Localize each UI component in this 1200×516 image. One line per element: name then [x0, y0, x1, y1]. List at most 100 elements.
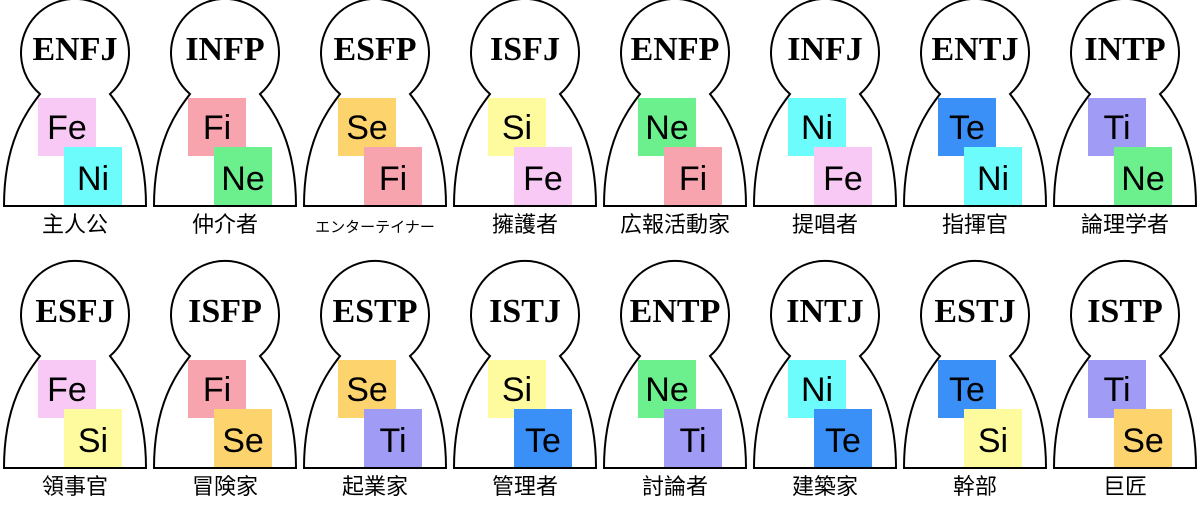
dominant-label: Se [346, 371, 388, 409]
person-card: ENTJ Te Ni 指揮官 [902, 0, 1048, 238]
dominant-box [188, 360, 246, 418]
type-label: INFJ [787, 31, 863, 68]
name-label: 管理者 [492, 475, 558, 500]
person-card: ISFJ Si Fe 擁護者 [452, 0, 598, 238]
person-card: ESTJ Te Si 幹部 [902, 259, 1048, 500]
name-label: 仲介者 [192, 213, 258, 238]
person-card: ENTP Ne Ti 討論者 [602, 259, 748, 500]
person-card: ESTP Se Ti 起業家 [302, 259, 448, 500]
person-card: INFP Fi Ne 仲介者 [152, 0, 298, 238]
auxiliary-box [214, 147, 272, 205]
type-label: ISFP [188, 293, 262, 330]
type-label: ESTJ [934, 293, 1015, 330]
type-label: ESTP [332, 293, 417, 330]
person-card: ISTJ Si Te 管理者 [452, 259, 598, 500]
dominant-box [188, 98, 246, 156]
dominant-box [38, 360, 96, 418]
dominant-label: Ti [1103, 109, 1130, 147]
type-label: ISTP [1087, 293, 1163, 330]
dominant-box [638, 98, 696, 156]
type-label: ESFP [333, 31, 416, 68]
auxiliary-box [664, 409, 722, 467]
type-label: ISTJ [489, 293, 561, 330]
auxiliary-label: Fe [823, 160, 863, 198]
auxiliary-label: Te [525, 422, 561, 460]
dominant-box [788, 360, 846, 418]
name-label: 擁護者 [492, 213, 558, 238]
dominant-label: Ni [801, 371, 833, 409]
auxiliary-box [814, 409, 872, 467]
dominant-label: Te [949, 109, 985, 147]
name-label: エンターテイナー [315, 218, 435, 236]
auxiliary-box [964, 409, 1022, 467]
person-card: INTP Ti Ne 論理学者 [1052, 0, 1198, 238]
type-label: ENTP [630, 293, 721, 330]
dominant-box [788, 98, 846, 156]
auxiliary-label: Si [78, 422, 108, 460]
dominant-label: Ne [645, 371, 688, 409]
name-label: 建築家 [792, 475, 858, 500]
person-card: ESFP Se Fi エンターテイナー [302, 0, 448, 236]
auxiliary-box [664, 147, 722, 205]
name-label: 領事官 [42, 475, 108, 500]
auxiliary-box [514, 409, 572, 467]
auxiliary-label: Fi [379, 160, 407, 198]
dominant-label: Si [502, 109, 532, 147]
auxiliary-box [364, 147, 422, 205]
person-card: ISFP Fi Se 冒険家 [152, 259, 298, 500]
auxiliary-box [364, 409, 422, 467]
name-label: 幹部 [953, 475, 997, 500]
auxiliary-box [1114, 147, 1172, 205]
dominant-label: Se [346, 109, 388, 147]
auxiliary-label: Ti [379, 422, 406, 460]
type-label: INFP [185, 31, 264, 68]
dominant-label: Te [949, 371, 985, 409]
person-card: ESFJ Fe Si 領事官 [2, 259, 148, 500]
auxiliary-box [514, 147, 572, 205]
auxiliary-label: Si [978, 422, 1008, 460]
dominant-box [488, 98, 546, 156]
dominant-box [38, 98, 96, 156]
dominant-box [1088, 360, 1146, 418]
dominant-label: Fe [47, 109, 87, 147]
auxiliary-box [214, 409, 272, 467]
dominant-label: Fe [47, 371, 87, 409]
dominant-label: Si [502, 371, 532, 409]
dominant-box [638, 360, 696, 418]
auxiliary-label: Se [222, 422, 264, 460]
type-label: ESFJ [35, 293, 114, 330]
type-label: ENFJ [33, 31, 118, 68]
name-label: 冒険家 [192, 475, 258, 500]
dominant-box [338, 98, 396, 156]
auxiliary-label: Te [825, 422, 861, 460]
auxiliary-label: Ni [977, 160, 1009, 198]
dominant-box [1088, 98, 1146, 156]
name-label: 起業家 [342, 475, 408, 500]
auxiliary-box [1114, 409, 1172, 467]
name-label: 広報活動家 [620, 213, 730, 238]
dominant-label: Ti [1103, 371, 1130, 409]
type-label: INTJ [786, 293, 863, 330]
auxiliary-label: Ni [77, 160, 109, 198]
name-label: 論理学者 [1081, 213, 1169, 238]
auxiliary-label: Ne [221, 160, 264, 198]
type-label: ISFJ [490, 31, 560, 68]
person-card: ISTP Ti Se 巨匠 [1052, 259, 1198, 500]
dominant-label: Fi [203, 109, 231, 147]
name-label: 指揮官 [942, 213, 1008, 238]
dominant-box [938, 360, 996, 418]
type-label: ENFP [631, 31, 720, 68]
type-label: INTP [1084, 31, 1165, 68]
auxiliary-label: Ne [1121, 160, 1164, 198]
dominant-box [938, 98, 996, 156]
auxiliary-label: Ti [679, 422, 706, 460]
auxiliary-box [964, 147, 1022, 205]
dominant-label: Ne [645, 109, 688, 147]
auxiliary-label: Fe [523, 160, 563, 198]
name-label: 巨匠 [1103, 475, 1147, 500]
auxiliary-box [64, 147, 122, 205]
person-card: INFJ Ni Fe 提唱者 [752, 0, 898, 238]
auxiliary-box [64, 409, 122, 467]
person-card: ENFP Ne Fi 広報活動家 [602, 0, 748, 238]
